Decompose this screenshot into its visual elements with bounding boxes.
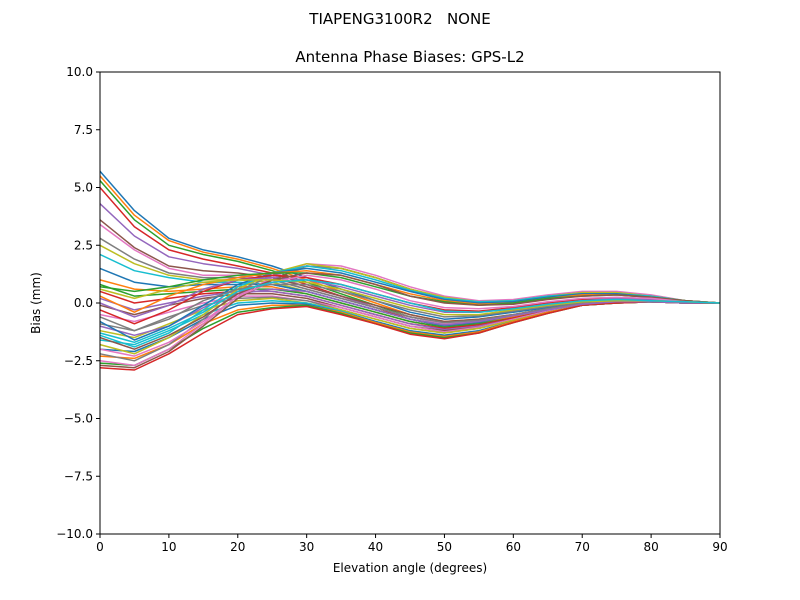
series-layer: [99, 170, 721, 371]
y-tick-label: 5.0: [74, 181, 93, 195]
x-tick-label: 90: [712, 540, 727, 554]
x-tick-label: 50: [437, 540, 452, 554]
y-axis-label: Bias (mm): [29, 272, 43, 334]
series-line: [99, 262, 721, 355]
y-tick-label: 7.5: [74, 123, 93, 137]
series-line: [99, 279, 721, 344]
chart-title: Antenna Phase Biases: GPS-L2: [295, 48, 525, 66]
x-axis-label: Elevation angle (degrees): [332, 561, 488, 575]
x-tick-label: 30: [299, 540, 314, 554]
series-line: [99, 267, 721, 341]
x-tick-label: 70: [575, 540, 590, 554]
x-tick-label: 0: [96, 540, 104, 554]
series-line: [99, 272, 721, 350]
y-tick-label: −10.0: [56, 527, 93, 541]
y-tick-label: 2.5: [74, 238, 93, 252]
y-tick-label: −2.5: [64, 354, 93, 368]
series-line: [99, 274, 721, 357]
x-tick-label: 20: [230, 540, 245, 554]
x-tick-label: 60: [506, 540, 521, 554]
series-line: [99, 262, 721, 367]
x-tick-label: 80: [643, 540, 658, 554]
x-tick-label: 10: [161, 540, 176, 554]
y-tick-label: −5.0: [64, 412, 93, 426]
series-line: [99, 288, 720, 337]
y-tick-label: 0.0: [74, 296, 93, 310]
series-line: [99, 301, 720, 371]
series-line: [99, 279, 721, 316]
y-axis-ticks: −10.0 −7.5 −5.0 −2.5 0.0 2.5 5.0 7.5 10.0: [56, 65, 100, 541]
series-line: [99, 276, 721, 318]
y-tick-label: −7.5: [64, 469, 93, 483]
y-tick-label: 10.0: [66, 65, 93, 79]
chart-suptitle: TIAPENG3100R2 NONE: [309, 10, 491, 28]
x-tick-label: 40: [368, 540, 383, 554]
x-axis-ticks: 0 10 20 30 40 50 60 70 80 90: [96, 534, 728, 554]
